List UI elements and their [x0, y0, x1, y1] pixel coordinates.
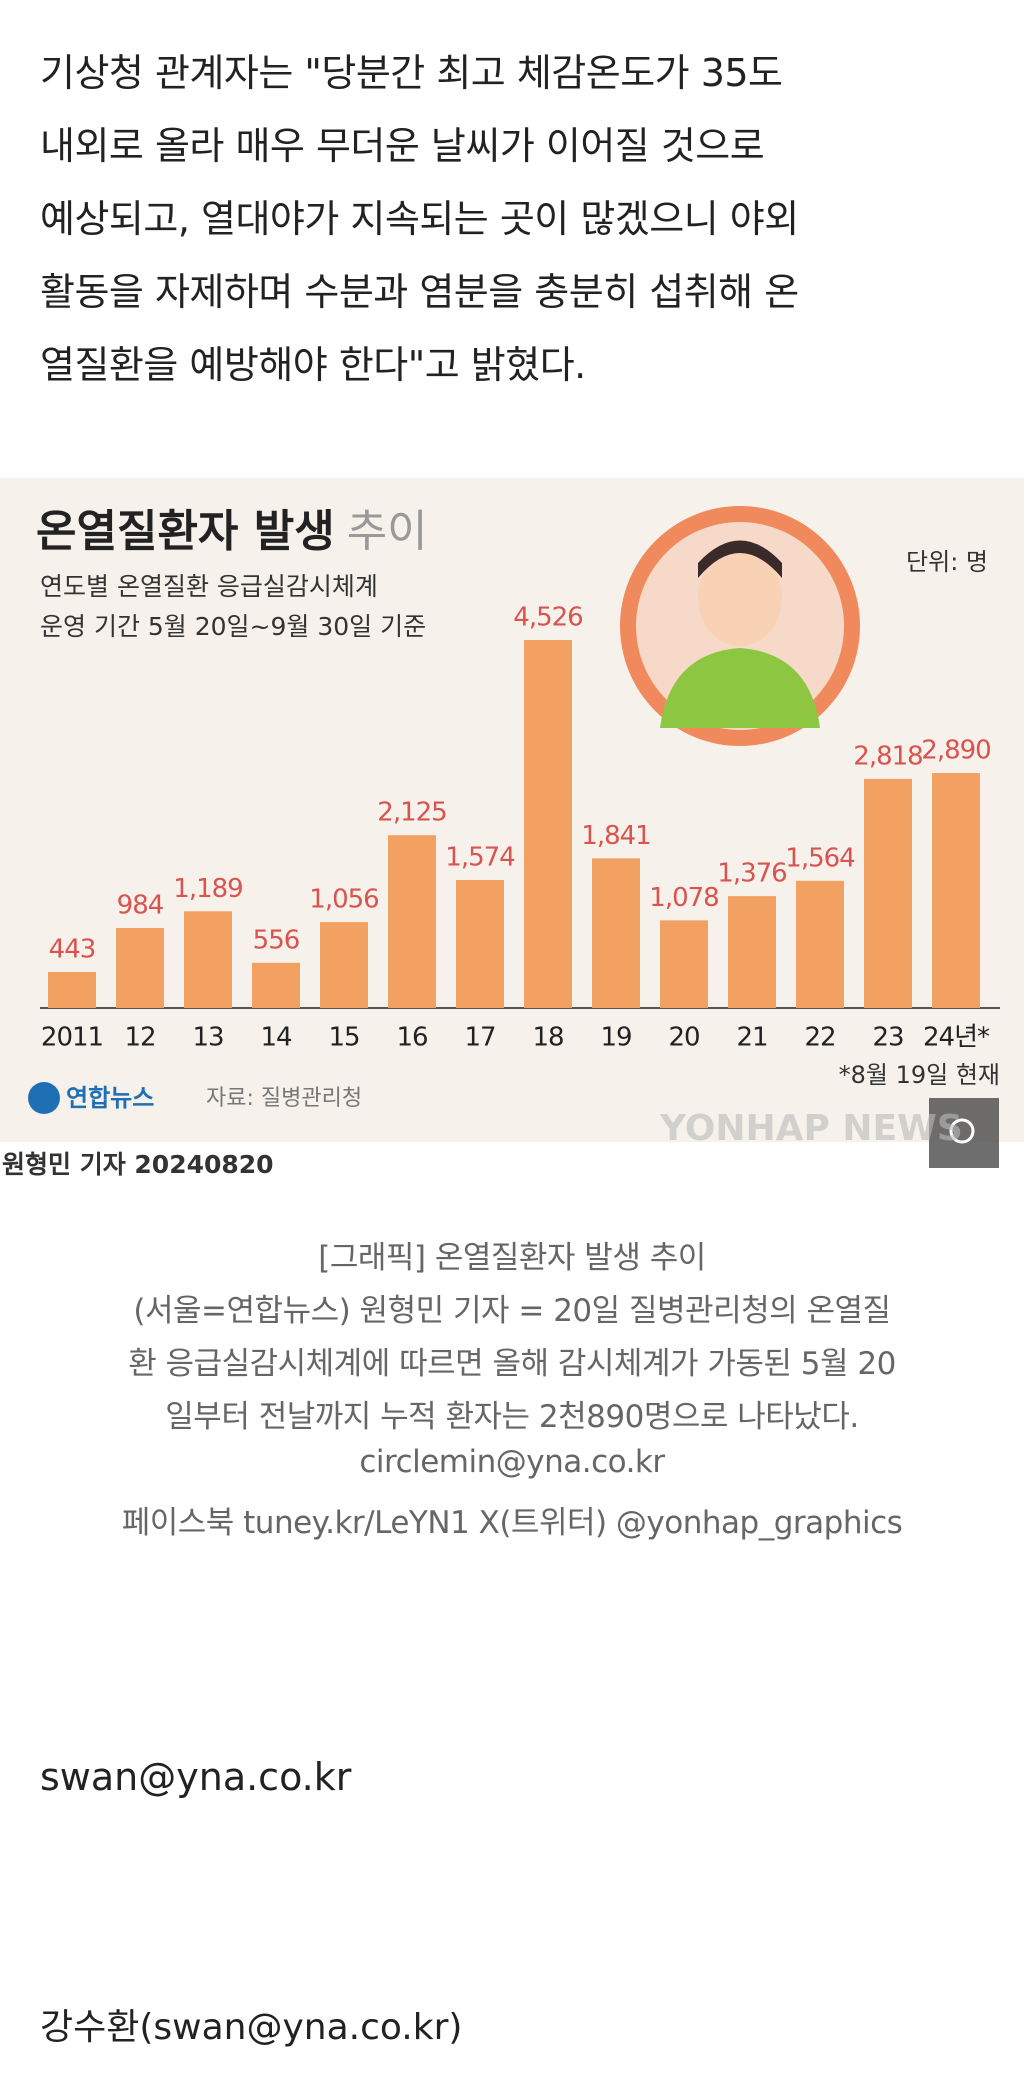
bar	[252, 962, 300, 1008]
bar	[728, 896, 776, 1008]
bar	[932, 773, 980, 1008]
email: swan@yna.co.kr	[40, 1755, 352, 1799]
byline: 원형민 기자 20240820	[2, 1150, 274, 1179]
unit: 단위: 명	[906, 548, 988, 576]
category-label: 19	[600, 1023, 631, 1053]
article-line: 기상청 관계자는 "당분간 최고 체감온도가 35도	[40, 51, 783, 95]
caption-line: circlemin@yna.co.kr	[359, 1444, 665, 1480]
category-label: 24년*	[923, 1023, 990, 1053]
value-label: 443	[49, 934, 96, 964]
logo: 연합뉴스	[66, 1084, 154, 1112]
note: *8월 19일 현재	[839, 1061, 1000, 1089]
bar	[456, 880, 504, 1008]
value-label: 2,818	[853, 741, 922, 771]
illustration	[698, 550, 782, 646]
bar	[524, 640, 572, 1008]
graphic-subtitle: 운영 기간 5월 20일~9월 30일 기준	[40, 612, 426, 641]
article-line: 활동을 자제하며 수분과 염분을 충분히 섭취해 온	[40, 270, 799, 314]
category-label: 15	[328, 1023, 359, 1053]
article-line: 예상되고, 열대야가 지속되는 곳이 많겠으니 야외	[40, 197, 799, 241]
category-label: 2011	[41, 1023, 103, 1053]
value-label: 2,125	[377, 798, 446, 828]
caption-line: [그래픽] 온열질환자 발생 추이	[318, 1240, 706, 1276]
caption-line: 페이스북 tuney.kr/LeYN1 X(트위터) @yonhap_graph…	[121, 1505, 903, 1541]
value-label: 1,841	[581, 821, 650, 851]
bar	[116, 927, 164, 1008]
graphic-subtitle: 연도별 온열질환 응급실감시체계	[40, 572, 378, 601]
expand-button[interactable]	[929, 1098, 999, 1168]
value-label: 1,376	[717, 859, 786, 889]
illustration	[698, 540, 782, 578]
bar	[388, 835, 436, 1008]
value-label: 1,189	[173, 874, 242, 904]
value-label: 1,056	[309, 885, 378, 915]
source: 자료: 질병관리청	[206, 1086, 362, 1111]
caption-line: (서울=연합뉴스) 원형민 기자 = 20일 질병관리청의 온열질	[133, 1293, 891, 1329]
value-label: 1,574	[445, 843, 515, 873]
graphic-title: 온열질환자 발생	[36, 506, 335, 557]
expand-icon[interactable]	[949, 1118, 975, 1144]
reporter: 강수환(swan@yna.co.kr)	[40, 2007, 463, 2048]
value-label: 2,890	[921, 736, 990, 766]
value-label: 556	[253, 925, 300, 955]
value-label: 1,078	[649, 883, 718, 913]
bar	[320, 922, 368, 1008]
bar	[864, 778, 912, 1008]
category-label: 13	[192, 1023, 223, 1053]
value-label: 4,526	[513, 603, 582, 633]
category-label: 20	[668, 1023, 699, 1053]
value-label: 984	[117, 890, 164, 920]
bar	[592, 858, 640, 1008]
value-label: 1,564	[785, 843, 855, 873]
category-label: 18	[532, 1023, 563, 1053]
graphic-title-light: 추이	[347, 506, 428, 557]
logo-mark	[28, 1082, 60, 1114]
article-line: 내외로 올라 매우 무더운 날씨가 이어질 것으로	[40, 124, 765, 168]
category-label: 16	[396, 1023, 427, 1053]
article-line: 열질환을 예방해야 한다"고 밝혔다.	[40, 343, 586, 387]
caption-line: 환 응급실감시체계에 따르면 올해 감시체계가 가동된 5월 20	[128, 1346, 896, 1382]
bar	[796, 880, 844, 1008]
caption-line: 일부터 전날까지 누적 환자는 2천890명으로 나타났다.	[165, 1399, 859, 1435]
bar	[48, 971, 96, 1008]
category-label: 17	[464, 1023, 495, 1053]
watermark: YONHAP NEWS	[659, 1108, 963, 1149]
illustration	[660, 648, 820, 728]
category-label: 14	[260, 1023, 292, 1053]
category-label: 22	[804, 1023, 835, 1053]
bar	[184, 911, 232, 1008]
category-label: 21	[736, 1023, 767, 1053]
category-label: 12	[124, 1023, 155, 1053]
bar	[660, 920, 708, 1008]
category-label: 23	[872, 1023, 903, 1053]
